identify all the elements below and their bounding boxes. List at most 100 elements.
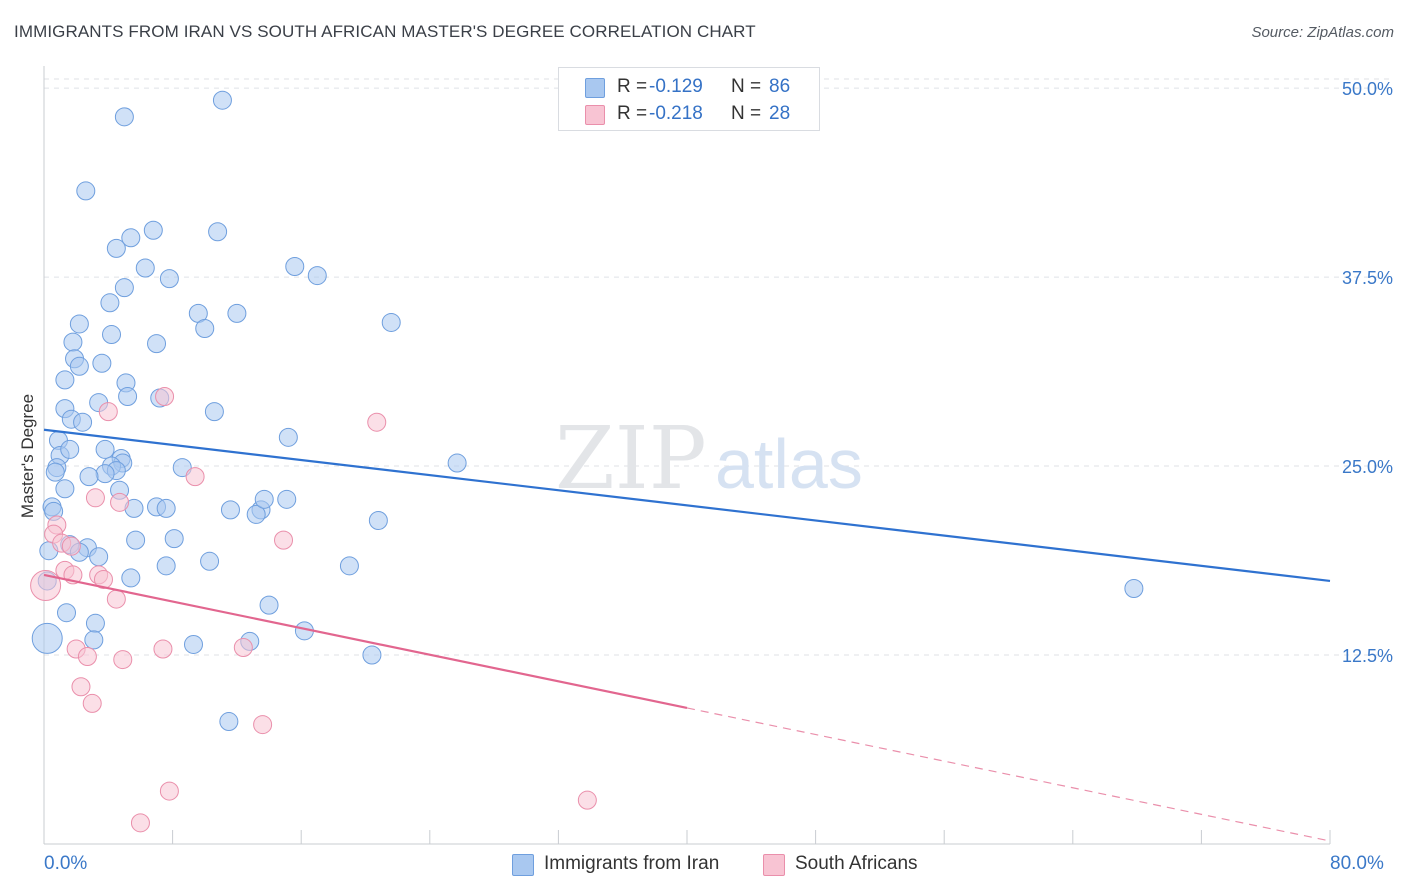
data-point bbox=[82, 693, 102, 713]
data-point bbox=[113, 650, 133, 670]
legend-swatch-south-africans bbox=[585, 105, 605, 125]
data-point bbox=[183, 634, 203, 654]
data-point bbox=[159, 269, 179, 289]
legend-n-label: N = bbox=[731, 76, 762, 97]
data-point bbox=[71, 677, 91, 697]
legend-r-value: -0.129 bbox=[649, 76, 703, 97]
data-point bbox=[79, 467, 99, 487]
legend-label-iran: Immigrants from Iran bbox=[544, 853, 720, 874]
data-point bbox=[447, 453, 467, 473]
y-tick-labels: 12.5% 25.0% 37.5% 50.0% bbox=[1342, 79, 1393, 666]
data-point bbox=[367, 412, 387, 432]
trend-line-dashed bbox=[686, 707, 1331, 842]
data-point bbox=[164, 529, 184, 549]
legend-label-south-africans: South Africans bbox=[795, 853, 918, 874]
data-point bbox=[147, 334, 167, 354]
legend-r-value: -0.218 bbox=[649, 103, 703, 124]
watermark-atlas: atlas bbox=[715, 425, 863, 503]
data-point bbox=[339, 556, 359, 576]
data-point bbox=[121, 228, 141, 248]
data-point bbox=[89, 547, 109, 567]
y-tick-label: 50.0% bbox=[1342, 79, 1393, 99]
data-point bbox=[63, 332, 83, 352]
data-point bbox=[100, 293, 120, 313]
data-point bbox=[219, 712, 239, 732]
legend-stats: R = -0.129 N = 86 R = -0.218 N = 28 bbox=[558, 67, 820, 131]
data-point bbox=[274, 530, 294, 550]
data-point bbox=[95, 439, 115, 459]
trend-line bbox=[43, 428, 1331, 583]
data-point bbox=[95, 464, 115, 484]
data-point bbox=[121, 568, 141, 588]
chart-title: IMMIGRANTS FROM IRAN VS SOUTH AFRICAN MA… bbox=[14, 22, 756, 41]
data-point bbox=[155, 387, 175, 407]
data-point bbox=[106, 589, 126, 609]
trend-line bbox=[43, 573, 688, 710]
y-tick-label: 25.0% bbox=[1342, 457, 1393, 477]
legend-n-label: N = bbox=[731, 103, 762, 124]
data-point bbox=[307, 266, 327, 286]
data-point bbox=[577, 790, 597, 810]
legend-r-label: R = bbox=[617, 76, 648, 97]
source-label: Source: ZipAtlas.com bbox=[1251, 24, 1394, 41]
data-point bbox=[85, 613, 105, 633]
data-point bbox=[55, 479, 75, 499]
legend-r-label: R = bbox=[617, 103, 648, 124]
y-tick-label: 37.5% bbox=[1342, 268, 1393, 288]
watermark: ZIP atlas bbox=[555, 409, 863, 509]
data-point bbox=[114, 278, 134, 298]
data-point bbox=[368, 510, 388, 530]
data-point bbox=[143, 220, 163, 240]
data-point bbox=[212, 90, 232, 110]
data-point bbox=[98, 402, 118, 422]
data-point bbox=[1124, 579, 1144, 599]
data-point bbox=[195, 318, 215, 338]
data-point bbox=[381, 312, 401, 332]
data-point bbox=[130, 813, 150, 833]
data-point bbox=[156, 556, 176, 576]
data-point bbox=[73, 412, 93, 432]
data-point bbox=[185, 467, 205, 487]
data-point bbox=[110, 492, 130, 512]
data-point bbox=[204, 402, 224, 422]
data-point bbox=[57, 603, 77, 623]
data-point bbox=[84, 630, 104, 650]
data-point bbox=[30, 569, 62, 601]
data-point bbox=[156, 498, 176, 518]
data-point bbox=[61, 536, 81, 556]
axes bbox=[43, 66, 1331, 845]
data-point bbox=[254, 489, 274, 509]
y-tick-label: 12.5% bbox=[1342, 646, 1393, 666]
data-point bbox=[77, 647, 97, 667]
data-point bbox=[93, 569, 113, 589]
data-point bbox=[227, 303, 247, 323]
data-point bbox=[60, 439, 80, 459]
data-point bbox=[233, 637, 253, 657]
data-point bbox=[126, 530, 146, 550]
data-point bbox=[102, 325, 122, 345]
data-point bbox=[92, 353, 112, 373]
legend-swatch-iran bbox=[585, 78, 605, 98]
data-point bbox=[69, 356, 89, 376]
data-point bbox=[31, 622, 63, 654]
legend-n-value: 86 bbox=[769, 76, 791, 97]
data-point bbox=[362, 645, 382, 665]
data-point bbox=[85, 488, 105, 508]
data-point bbox=[118, 387, 138, 407]
legend-series: Immigrants from Iran South Africans bbox=[0, 852, 1406, 878]
x-min-label: 0.0% bbox=[44, 853, 88, 874]
legend-swatch-south-africans bbox=[763, 854, 785, 876]
legend-n-value: 28 bbox=[769, 103, 791, 124]
data-point bbox=[45, 462, 65, 482]
data-point bbox=[69, 314, 89, 334]
data-point bbox=[135, 258, 155, 278]
data-point bbox=[172, 458, 192, 478]
data-point bbox=[259, 595, 279, 615]
grid-lines bbox=[44, 78, 1392, 656]
data-point bbox=[114, 107, 134, 127]
data-point bbox=[159, 781, 179, 801]
y-axis-label: Master's Degree bbox=[18, 394, 37, 518]
data-point bbox=[200, 551, 220, 571]
legend-swatch-iran bbox=[512, 854, 534, 876]
